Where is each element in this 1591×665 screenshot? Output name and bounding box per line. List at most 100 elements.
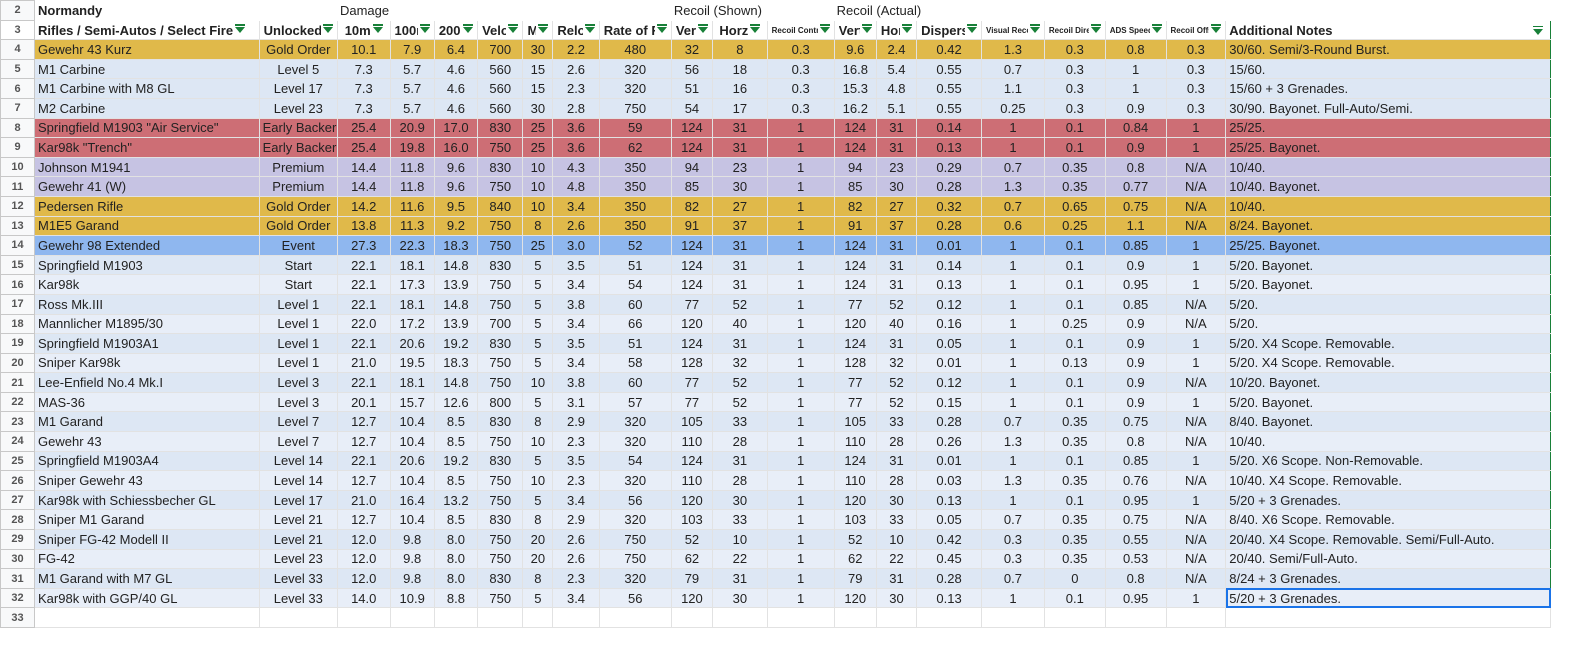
data-cell[interactable]: 0.13 <box>916 137 983 158</box>
data-cell[interactable]: N/A <box>1165 568 1227 589</box>
data-cell[interactable]: 20.9 <box>389 117 435 139</box>
data-cell[interactable]: 0.9 <box>1104 352 1167 374</box>
data-cell[interactable]: 52 <box>712 391 768 413</box>
column-header[interactable]: Recoil Offs M <box>1165 19 1227 41</box>
data-cell[interactable]: 8.5 <box>433 509 479 531</box>
data-cell[interactable]: 33 <box>712 509 768 531</box>
data-cell[interactable]: 11.8 <box>389 156 435 178</box>
weapon-name-cell[interactable]: Pedersen Rifle <box>34 195 260 217</box>
row-number[interactable]: 14 <box>0 235 35 256</box>
data-cell[interactable]: 0.05 <box>916 509 983 531</box>
notes-cell[interactable]: 30/90. Bayonet. Full-Auto/Semi. <box>1225 97 1551 119</box>
data-cell[interactable]: 1 <box>981 235 1045 256</box>
data-cell[interactable]: 0.1 <box>1043 293 1106 315</box>
data-cell[interactable]: 59 <box>598 117 672 139</box>
data-cell[interactable]: 0.13 <box>916 489 983 511</box>
cell[interactable] <box>258 0 338 21</box>
data-cell[interactable]: 0.1 <box>1043 137 1106 158</box>
filter-icon[interactable] <box>419 24 430 34</box>
data-cell[interactable]: 10 <box>522 176 554 197</box>
data-cell[interactable]: 3.4 <box>552 274 600 295</box>
data-cell[interactable]: 13.9 <box>433 313 479 335</box>
data-cell[interactable]: 5.7 <box>389 97 435 119</box>
empty-cell[interactable] <box>1043 607 1106 628</box>
data-cell[interactable]: 0.45 <box>916 548 983 570</box>
data-cell[interactable]: 12.7 <box>336 470 391 491</box>
group-header-recoil-actual[interactable]: Recoil (Actual) <box>833 0 1045 21</box>
data-cell[interactable]: 8 <box>522 509 554 531</box>
data-cell[interactable]: 0.35 <box>1043 431 1106 452</box>
notes-cell[interactable]: 5/20. Bayonet. <box>1225 391 1551 413</box>
data-cell[interactable]: 750 <box>477 489 524 511</box>
empty-cell[interactable] <box>336 607 391 628</box>
data-cell[interactable]: 1.3 <box>981 470 1045 491</box>
data-cell[interactable]: 52 <box>875 391 918 413</box>
data-cell[interactable]: 2.6 <box>552 529 600 550</box>
notes-cell[interactable]: 5/20. Bayonet. <box>1225 254 1551 276</box>
data-cell[interactable]: 15 <box>522 58 554 80</box>
data-cell[interactable]: 32 <box>712 352 768 374</box>
data-cell[interactable]: 320 <box>598 509 672 531</box>
data-cell[interactable]: Level 21 <box>258 509 338 531</box>
data-cell[interactable]: 10.4 <box>389 431 435 452</box>
weapon-name-cell[interactable]: Johnson M1941 <box>34 156 260 178</box>
data-cell[interactable]: 750 <box>477 352 524 374</box>
group-header-recoil-shown[interactable]: Recoil (Shown) <box>670 0 835 21</box>
data-cell[interactable]: 0.35 <box>1043 529 1106 550</box>
data-cell[interactable]: 9.2 <box>433 215 479 237</box>
data-cell[interactable]: 5 <box>522 254 554 276</box>
data-cell[interactable]: 830 <box>477 450 524 472</box>
data-cell[interactable]: 0.1 <box>1043 391 1106 413</box>
data-cell[interactable]: 0.35 <box>1043 156 1106 178</box>
notes-cell[interactable]: 10/40. X4 Scope. Removable. <box>1225 470 1551 491</box>
data-cell[interactable]: 5 <box>522 450 554 472</box>
data-cell[interactable]: 57 <box>598 391 672 413</box>
data-cell[interactable]: 0.15 <box>916 391 983 413</box>
data-cell[interactable]: 0.7 <box>981 156 1045 178</box>
data-cell[interactable]: Event <box>258 235 338 256</box>
weapon-name-cell[interactable]: Ross Mk.III <box>34 293 260 315</box>
data-cell[interactable]: 800 <box>477 391 524 413</box>
data-cell[interactable]: 1 <box>766 568 835 589</box>
data-cell[interactable]: 0.75 <box>1104 509 1167 531</box>
column-header[interactable]: Rifles / Semi-Autos / Select Fire <box>34 19 260 41</box>
data-cell[interactable]: 120 <box>670 489 714 511</box>
data-cell[interactable]: 5.4 <box>875 58 918 80</box>
data-cell[interactable]: 8.8 <box>433 587 479 609</box>
cell[interactable] <box>1165 0 1227 21</box>
data-cell[interactable]: 18.1 <box>389 293 435 315</box>
data-cell[interactable]: 0.1 <box>1043 489 1106 511</box>
data-cell[interactable]: 1.3 <box>981 176 1045 197</box>
row-number[interactable]: 7 <box>0 97 35 119</box>
data-cell[interactable]: N/A <box>1165 293 1227 315</box>
data-cell[interactable]: 750 <box>477 137 524 158</box>
column-header[interactable]: Horz <box>712 19 768 41</box>
data-cell[interactable]: 13.9 <box>433 274 479 295</box>
weapon-name-cell[interactable]: Gewehr 98 Extended <box>34 235 260 256</box>
data-cell[interactable]: 16.0 <box>433 137 479 158</box>
row-number[interactable]: 26 <box>0 470 35 491</box>
data-cell[interactable]: 0.25 <box>1043 313 1106 335</box>
data-cell[interactable]: 1 <box>1104 78 1167 99</box>
data-cell[interactable]: 8 <box>522 411 554 433</box>
data-cell[interactable]: 22 <box>712 548 768 570</box>
data-cell[interactable]: 94 <box>670 156 714 178</box>
data-cell[interactable]: 4.6 <box>433 78 479 99</box>
empty-cell[interactable] <box>833 607 877 628</box>
data-cell[interactable]: 750 <box>598 97 672 119</box>
data-cell[interactable]: Early Backer <box>258 137 338 158</box>
data-cell[interactable]: 0.13 <box>1043 352 1106 374</box>
data-cell[interactable]: Start <box>258 274 338 295</box>
data-cell[interactable]: 17.0 <box>433 117 479 139</box>
data-cell[interactable]: 31 <box>875 274 918 295</box>
data-cell[interactable]: 16 <box>712 78 768 99</box>
data-cell[interactable]: 124 <box>833 235 877 256</box>
data-cell[interactable]: 0.76 <box>1104 470 1167 491</box>
data-cell[interactable]: 12.7 <box>336 431 391 452</box>
data-cell[interactable]: 16.2 <box>833 97 877 119</box>
row-number[interactable]: 22 <box>0 391 35 413</box>
notes-cell[interactable]: 15/60. <box>1225 58 1551 80</box>
data-cell[interactable]: 22.0 <box>336 313 391 335</box>
cell[interactable] <box>552 0 600 21</box>
data-cell[interactable]: 37 <box>712 215 768 237</box>
